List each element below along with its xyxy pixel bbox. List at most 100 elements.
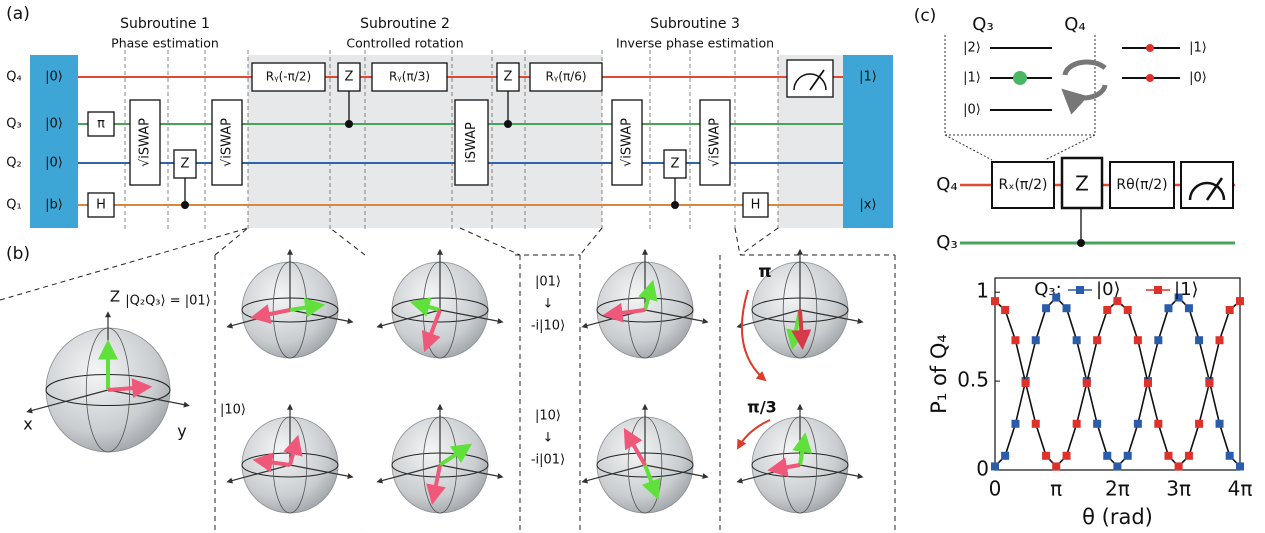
label: Q₄: [936, 174, 957, 195]
line: [0, 228, 248, 300]
data-point: [1011, 420, 1019, 428]
y-tick-label: 0.5: [957, 368, 989, 392]
label: |01⟩: [535, 275, 561, 290]
label: (b): [6, 244, 30, 264]
label: Rᵧ(π/6): [545, 70, 586, 84]
label: |0⟩: [45, 117, 63, 132]
data-point: [991, 297, 999, 305]
data-point: [1226, 306, 1234, 314]
data-point: [1226, 452, 1234, 460]
data-point: [1154, 420, 1162, 428]
data-point: [1103, 306, 1111, 314]
label: √iSWAP: [138, 118, 153, 167]
data-point: [1063, 452, 1071, 460]
data-point: [1195, 336, 1203, 344]
data-point: [1195, 420, 1203, 428]
label: √iSWAP: [220, 118, 235, 167]
control-dot: [345, 120, 353, 128]
data-point: [1093, 420, 1101, 428]
fit-line: [995, 298, 1240, 467]
x-tick-label: 0: [989, 477, 1002, 501]
label: Q₃: [972, 14, 993, 35]
label: |10⟩: [535, 409, 561, 424]
data-point: [1236, 297, 1244, 305]
label: |x⟩: [859, 198, 876, 213]
data-point: [1052, 294, 1060, 302]
label: |0⟩: [45, 156, 63, 171]
label: Inverse phase estimation: [616, 36, 774, 51]
data-point: [1042, 304, 1050, 312]
line: [735, 228, 740, 255]
label: Q₃: [936, 232, 957, 253]
label: π: [758, 262, 771, 282]
line: [580, 228, 602, 255]
label: ↓: [543, 297, 554, 312]
label: |1⟩: [963, 71, 981, 86]
population: [1146, 74, 1154, 82]
label: Q₃: [6, 117, 21, 132]
fit-line: [995, 301, 1240, 466]
y-tick-label: 1: [976, 279, 989, 303]
label: H: [751, 198, 761, 213]
label: Q₂: [6, 156, 21, 171]
data-point: [1205, 379, 1213, 387]
data-point: [1042, 452, 1050, 460]
label: Rᵧ(π/3): [389, 70, 430, 84]
control-dot: [504, 120, 512, 128]
population: [1146, 44, 1154, 52]
line: [800, 310, 802, 346]
legend-label: |1⟩: [1174, 279, 1199, 300]
label: Z: [504, 70, 513, 85]
control-dot: [1077, 239, 1085, 247]
data-point: [1113, 462, 1121, 470]
data-point: [1236, 462, 1244, 470]
data-point: [1216, 336, 1224, 344]
box: [1181, 162, 1233, 208]
population: [1013, 71, 1027, 85]
label: |Q₂Q₃⟩ = |01⟩: [125, 294, 211, 309]
plot-frame: [995, 278, 1240, 470]
data-point: [1083, 379, 1091, 387]
data-point: [1073, 420, 1081, 428]
data-point: [1164, 452, 1172, 460]
label: |1⟩: [859, 70, 877, 85]
x-axis-label: θ (rad): [1082, 505, 1153, 529]
label: (c): [914, 6, 937, 26]
x-tick-label: π: [1050, 477, 1062, 501]
data-point: [1185, 452, 1193, 460]
data-point: [1134, 336, 1142, 344]
data-point: [1185, 304, 1193, 312]
label: Z: [345, 70, 354, 85]
line: [740, 228, 778, 255]
label: ↓: [543, 431, 554, 446]
y-tick-label: 0: [976, 457, 989, 481]
label: (a): [6, 4, 30, 24]
data-point: [1073, 336, 1081, 344]
data-point: [1093, 336, 1101, 344]
data-point: [1164, 304, 1172, 312]
label: Q₁: [6, 198, 21, 213]
label: Z: [110, 288, 120, 306]
data-point: [1175, 462, 1183, 470]
x-tick-label: 2π: [1105, 477, 1130, 501]
label: -i|01⟩: [531, 453, 565, 468]
y-axis-label: P₁ of Q₄: [927, 334, 951, 414]
label: Z: [671, 157, 680, 172]
label: |1⟩: [1189, 41, 1207, 56]
data-point: [1001, 452, 1009, 460]
data-point: [1001, 306, 1009, 314]
label: Z: [181, 157, 190, 172]
figure: (a)Subroutine 1Phase estimationSubroutin…: [0, 0, 1265, 533]
label: Rₓ(π/2): [999, 177, 1048, 193]
data-point: [1144, 379, 1152, 387]
label: Rθ(π/2): [1116, 177, 1167, 193]
label: H: [96, 198, 106, 213]
data-point: [1216, 420, 1224, 428]
label: y: [177, 422, 186, 441]
data-point: [1154, 336, 1162, 344]
data-point: [1063, 304, 1071, 312]
box: [787, 60, 833, 97]
swap-arrows: [1065, 62, 1105, 98]
label: Controlled rotation: [346, 36, 463, 51]
x-tick-label: 3π: [1166, 477, 1191, 501]
